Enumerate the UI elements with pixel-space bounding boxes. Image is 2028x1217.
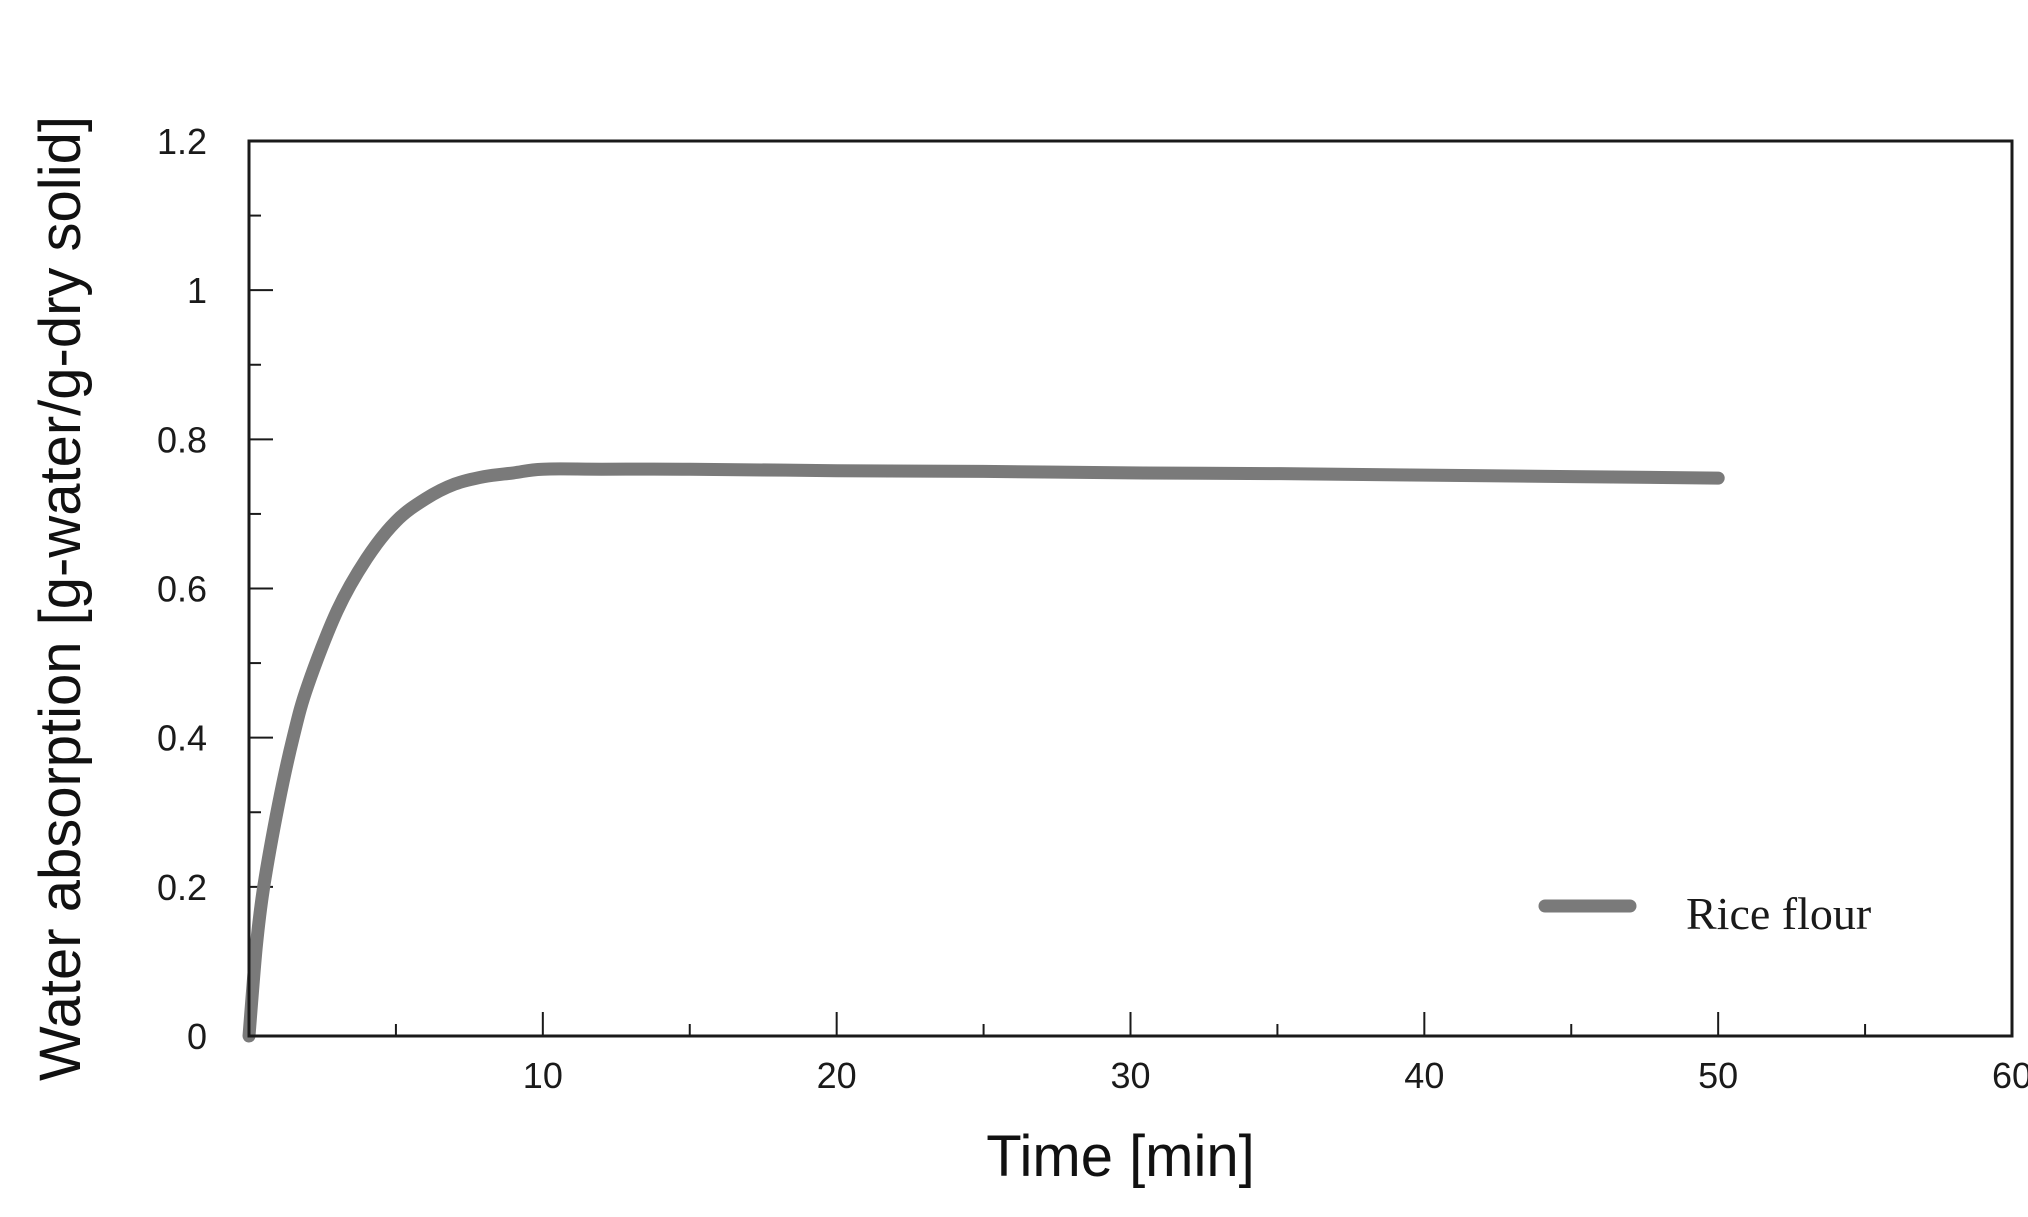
y-axis-title: Water absorption [g-water/g-dry solid] (28, 116, 93, 1081)
plot-frame (247, 139, 2014, 1038)
x-tick-label: 30 (1110, 1055, 1150, 1096)
legend: Rice flour (1538, 888, 1871, 939)
y-tick-label: 0.8 (157, 419, 207, 460)
series-line-rice-flour (242, 462, 1725, 1043)
x-tick-label: 10 (523, 1055, 563, 1096)
x-tick-label: 50 (1698, 1055, 1738, 1096)
x-tick-label: 60 (1992, 1055, 2028, 1096)
y-tick-label: 1.2 (157, 121, 207, 162)
y-tick-label: 0.4 (157, 718, 207, 759)
y-tick-label: 0.2 (157, 867, 207, 908)
legend-label: Rice flour (1686, 888, 1871, 939)
series-layer (242, 462, 1725, 1043)
labels-layer: 10 20 30 40 50 60 0 0.2 0.4 0.6 0.8 1 1.2 (157, 121, 2028, 1096)
x-axis-title: Time [min] (986, 1124, 1255, 1189)
y-tick-label: 0.6 (157, 569, 207, 610)
x-tick-label: 40 (1404, 1055, 1444, 1096)
y-tick-label: 1 (187, 270, 207, 311)
x-tick-label: 20 (817, 1055, 857, 1096)
y-tick-label: 0 (187, 1016, 207, 1057)
